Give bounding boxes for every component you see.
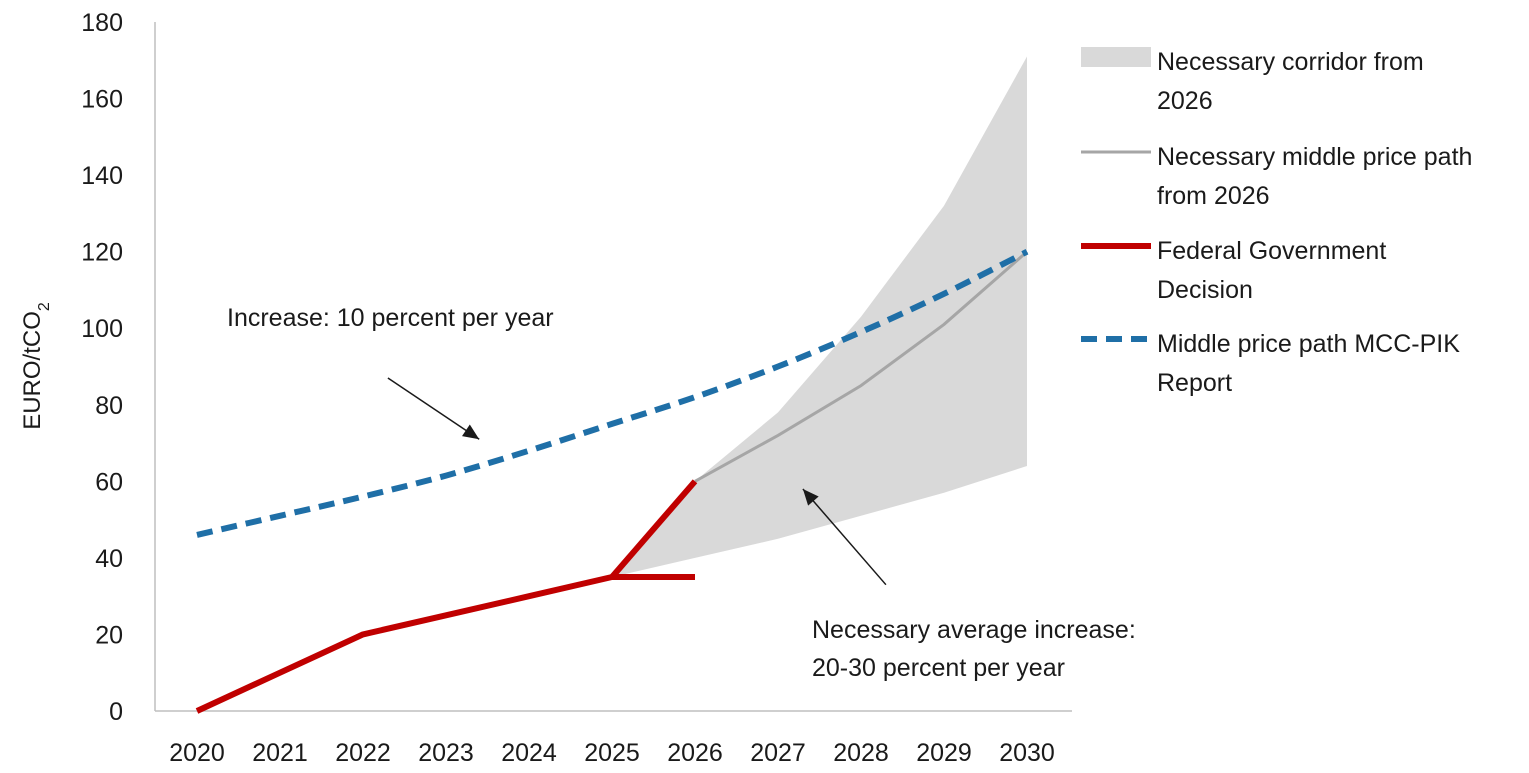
annotations-layer: Increase: 10 percent per year Necessary a…	[227, 304, 1136, 682]
y-tick-label: 140	[81, 162, 123, 190]
x-tick-label: 2020	[169, 739, 225, 767]
y-tick-label: 60	[95, 468, 123, 496]
x-tick-label: 2030	[999, 739, 1055, 767]
x-tick-label: 2029	[916, 739, 972, 767]
legend-label: Decision	[1157, 276, 1253, 304]
axes: 0 20 40 60 80 100 120 140 160 180 2020 2021 2022 2023…	[81, 9, 1072, 767]
legend-item: Middle price path MCC-PIK Report	[1081, 330, 1460, 397]
y-tick-label: 0	[109, 698, 123, 726]
x-tick-label: 2022	[335, 739, 391, 767]
legend-item: Federal Government Decision	[1081, 237, 1386, 304]
annotation-arrowhead	[802, 488, 819, 506]
y-axis-label-group: EURO/tCO2	[19, 302, 53, 430]
y-tick-label: 180	[81, 9, 123, 37]
y-tick-label: 80	[95, 392, 123, 420]
annotation-text: Necessary average increase:	[812, 616, 1136, 644]
y-tick-label: 120	[81, 239, 123, 267]
legend-label: 2026	[1157, 87, 1213, 115]
legend-label: Necessary corridor from	[1157, 48, 1424, 76]
y-tick-label: 40	[95, 545, 123, 573]
corridor-band-layer	[612, 56, 1027, 577]
series-lines-layer	[195, 249, 1029, 714]
y-tick-label: 160	[81, 86, 123, 114]
federal-decision-line	[195, 574, 613, 714]
legend-item: Necessary middle price path from 2026	[1081, 143, 1472, 210]
mcc-pik-path-line	[196, 249, 1029, 538]
legend-swatch-band	[1081, 47, 1151, 67]
annotation-arrow-line	[387, 377, 480, 440]
legend-label: Middle price path MCC-PIK	[1157, 330, 1460, 358]
legend-label: Necessary middle price path	[1157, 143, 1472, 171]
x-tick-label: 2026	[667, 739, 723, 767]
annotation-text: 20-30 percent per year	[812, 654, 1065, 682]
legend: Necessary corridor from 2026 Necessary mid…	[1081, 47, 1472, 397]
legend-label: from 2026	[1157, 182, 1270, 210]
y-axis-label-subscript: 2	[36, 302, 53, 311]
middle-price-path-line	[694, 250, 1028, 483]
annotation-text: Increase: 10 percent per year	[227, 304, 554, 332]
x-tick-label: 2024	[501, 739, 557, 767]
legend-label: Federal Government	[1157, 237, 1386, 265]
annotation-arrow-line	[802, 488, 887, 586]
annotation-arrowhead	[462, 424, 480, 440]
x-tick-label: 2027	[750, 739, 806, 767]
legend-item: Necessary corridor from 2026	[1081, 47, 1424, 115]
y-tick-label: 100	[81, 315, 123, 343]
y-axis-label: EURO/tCO2	[19, 302, 53, 430]
y-tick-label: 20	[95, 621, 123, 649]
x-tick-label: 2021	[252, 739, 308, 767]
y-axis-label-text: EURO/tCO	[19, 311, 46, 430]
x-tick-label: 2025	[584, 739, 640, 767]
legend-label: Report	[1157, 369, 1232, 397]
x-tick-label: 2023	[418, 739, 474, 767]
x-tick-label: 2028	[833, 739, 889, 767]
federal-decision-line	[609, 479, 698, 579]
corridor-band	[612, 56, 1027, 577]
